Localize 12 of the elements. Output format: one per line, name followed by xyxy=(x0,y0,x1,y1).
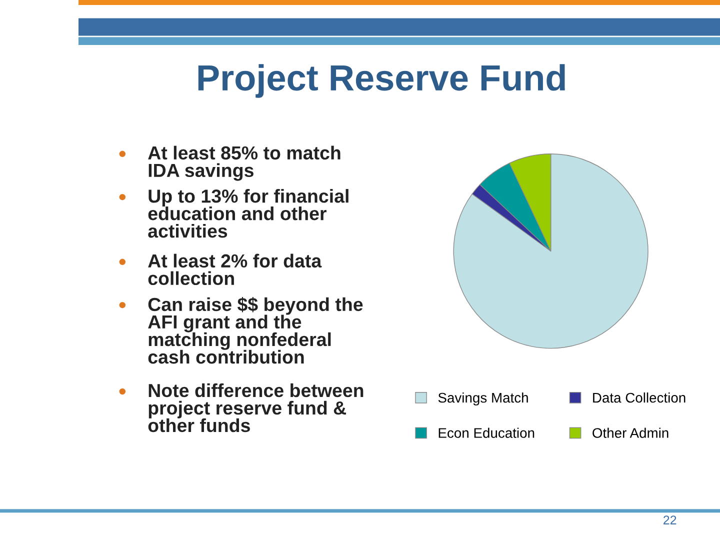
legend-label: Other Admin xyxy=(592,428,668,438)
text: Can raise $$ beyond the AFI grant and the matching nonfederal cash contribution xyxy=(148,297,363,364)
legend-label: Econ Education xyxy=(438,428,534,438)
text: At least 2% for data collection xyxy=(148,254,322,286)
legend-label: Data Collection xyxy=(593,392,686,403)
text: 22 xyxy=(664,516,676,524)
chart-title: Project Reserve Fund xyxy=(198,64,565,98)
text: Note difference between project reserve fund & other funds xyxy=(148,383,364,432)
text: Up to 13% for financial education and other activities xyxy=(148,189,348,238)
pie-slice xyxy=(453,154,648,349)
legend-label: Savings Match xyxy=(438,392,528,406)
text: At least 85% to match IDA savings xyxy=(148,146,340,181)
